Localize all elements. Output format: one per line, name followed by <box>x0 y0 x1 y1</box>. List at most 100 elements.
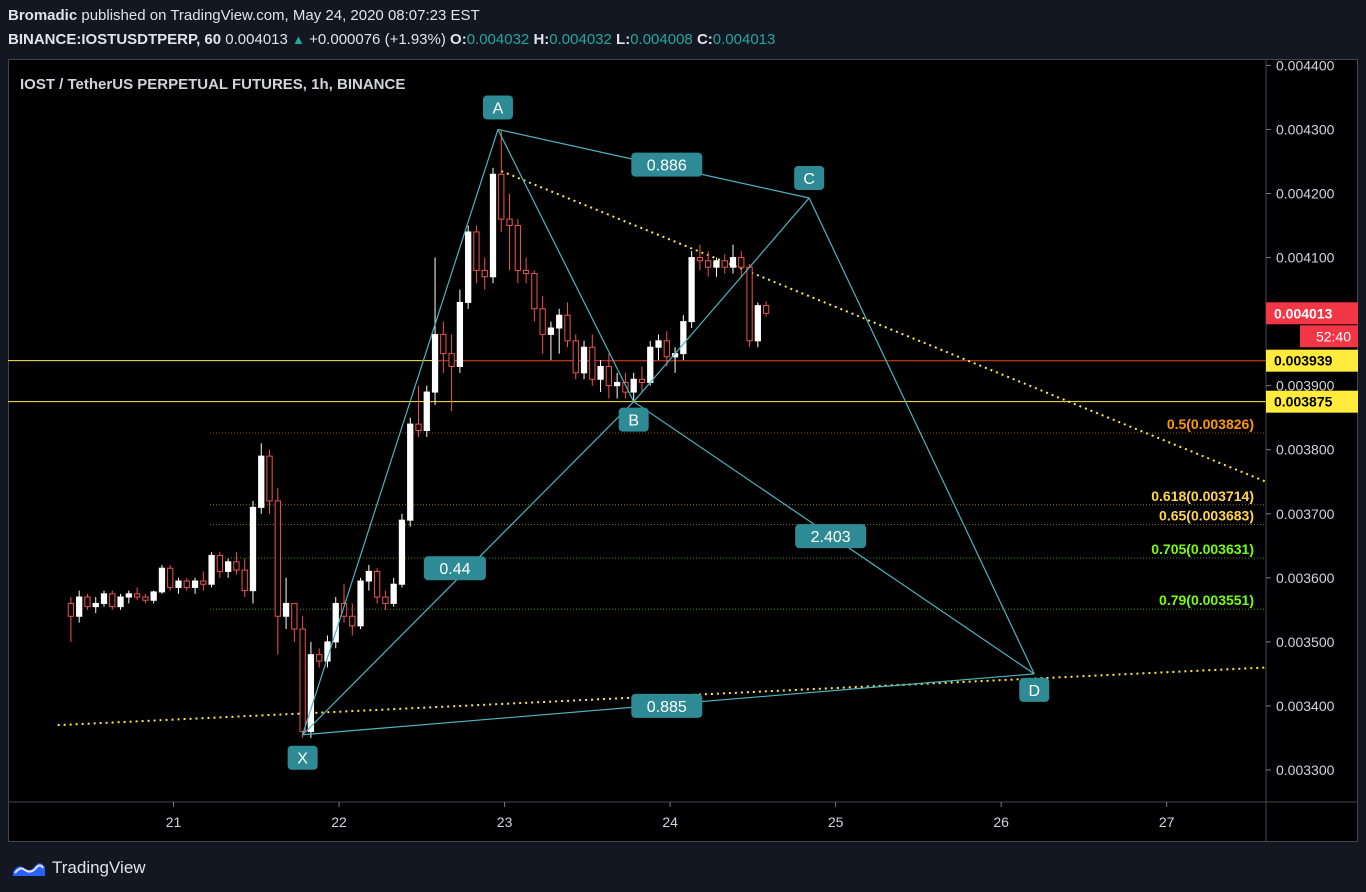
candle-body-37 <box>373 570 381 598</box>
candle-52 <box>498 129 505 232</box>
last-price-tag: 0.004013 <box>1266 302 1358 325</box>
candle-55 <box>522 257 530 284</box>
candle-2 <box>84 593 91 610</box>
candle-body-21 <box>241 569 248 592</box>
y-tick-label-9: 0.003400 <box>1276 698 1335 714</box>
fib-label-2: 0.65(0.003683) <box>1159 508 1254 524</box>
candle-body-26 <box>282 602 290 617</box>
candle-body-35 <box>357 580 364 627</box>
candle-body-60 <box>564 314 571 342</box>
y-tick-label-8: 0.003500 <box>1276 634 1335 650</box>
candle-body-15 <box>191 580 199 588</box>
candle-14 <box>183 577 190 591</box>
candle-body-0 <box>67 602 75 617</box>
candle-49 <box>473 225 480 284</box>
candle-75 <box>688 251 695 329</box>
pattern-point-a: A <box>482 95 513 120</box>
candle-body-19 <box>225 561 232 572</box>
candle-body-3 <box>92 602 99 608</box>
candle-body-58 <box>547 327 555 335</box>
candle-body-77 <box>705 260 712 268</box>
candle-body-81 <box>738 257 745 268</box>
candle-body-8 <box>133 593 141 598</box>
pattern-point-label-a: A <box>493 100 504 117</box>
y-tick-label-3: 0.004100 <box>1276 250 1335 266</box>
y-tick-label-10: 0.003300 <box>1276 762 1335 778</box>
candle-body-69 <box>638 378 646 383</box>
candle-39 <box>390 577 397 607</box>
published-text: published on TradingView.com, May 24, 20… <box>81 7 480 24</box>
pattern-ratio-bg-2 <box>795 524 867 549</box>
candle-body-51 <box>489 173 497 278</box>
candle-71 <box>655 334 662 361</box>
candle-50 <box>481 257 488 290</box>
open-value: 0.004032 <box>466 31 530 48</box>
candle-body-50 <box>481 269 488 278</box>
close-value: 0.004013 <box>712 31 776 48</box>
candle-62 <box>580 340 588 380</box>
pattern-leg-AB <box>497 129 635 402</box>
candle-21 <box>241 558 248 598</box>
candle-24 <box>266 449 273 514</box>
candle-38 <box>382 590 389 610</box>
candle-56 <box>531 270 538 322</box>
candle-69 <box>638 366 646 393</box>
pattern-point-label-b: B <box>628 413 639 430</box>
candle-7 <box>125 590 132 604</box>
pattern-ratio-1: 0.44 <box>423 556 486 581</box>
pattern-ratio-bg-0 <box>631 152 703 177</box>
candle-66 <box>613 372 621 399</box>
candle-3 <box>92 597 99 614</box>
pattern-point-label-x: X <box>297 751 308 768</box>
candle-82 <box>746 263 753 348</box>
candle-body-80 <box>729 257 737 268</box>
candle-43 <box>423 385 430 437</box>
chart-title: IOST / TetherUS PERPETUAL FUTURES, 1h, B… <box>20 76 405 93</box>
high-value: 0.004032 <box>549 31 612 48</box>
pattern-point-bg-b <box>618 407 649 432</box>
candle-61 <box>572 334 579 380</box>
x-tick-label-4: 25 <box>828 814 844 830</box>
candle-body-48 <box>465 231 472 303</box>
candle-51 <box>489 167 497 284</box>
trendline-lower <box>57 666 1266 727</box>
candle-body-20 <box>233 561 240 571</box>
candle-5 <box>109 590 116 610</box>
symbol-name[interactable]: BINANCE:IOSTUSDTPERP, 60 <box>8 31 222 48</box>
candle-60 <box>564 302 571 348</box>
candle-body-4 <box>100 593 108 604</box>
tradingview-logo-text[interactable]: TradingView <box>52 858 146 877</box>
close-label: C: <box>696 31 713 48</box>
candle-46 <box>448 334 455 412</box>
candle-body-11 <box>158 567 166 593</box>
candle-body-70 <box>647 346 654 383</box>
candle-body-54 <box>514 225 521 271</box>
publish-info: Bromadic published on TradingView.com, M… <box>8 7 480 24</box>
candle-body-12 <box>167 567 174 588</box>
price-chart[interactable]: 0.5(0.003826) 0.618(0.003714) 0.65(0.00368… <box>8 59 1358 842</box>
plot-area <box>8 128 1266 738</box>
pattern-point-x: X <box>287 745 318 770</box>
candle-64 <box>597 360 604 393</box>
fib-label-3: 0.705(0.003631) <box>1151 541 1254 557</box>
candle-34 <box>349 603 356 636</box>
candle-body-67 <box>622 381 629 393</box>
candle-80 <box>729 244 737 274</box>
pattern-ratio-label-2: 2.403 <box>811 529 851 546</box>
tradingview-logo-icon[interactable] <box>12 859 46 877</box>
candle-9 <box>142 593 149 604</box>
candle-28 <box>299 616 306 738</box>
pattern-ratio-label-1: 0.44 <box>439 561 470 578</box>
candle-76 <box>696 244 704 271</box>
candle-body-27 <box>291 602 298 630</box>
fib-label-0: 0.5(0.003826) <box>1167 416 1254 432</box>
candle-body-55 <box>522 269 530 275</box>
candle-body-44 <box>431 333 439 393</box>
candle-body-24 <box>266 455 273 502</box>
pattern-ratio-2: 2.403 <box>795 524 867 549</box>
candle-32 <box>332 597 339 649</box>
author-name[interactable]: Bromadic <box>8 7 78 24</box>
pattern-point-bg-a <box>482 95 513 120</box>
pattern-ratio-bg-3 <box>631 693 703 718</box>
candle-body-29 <box>307 654 315 733</box>
